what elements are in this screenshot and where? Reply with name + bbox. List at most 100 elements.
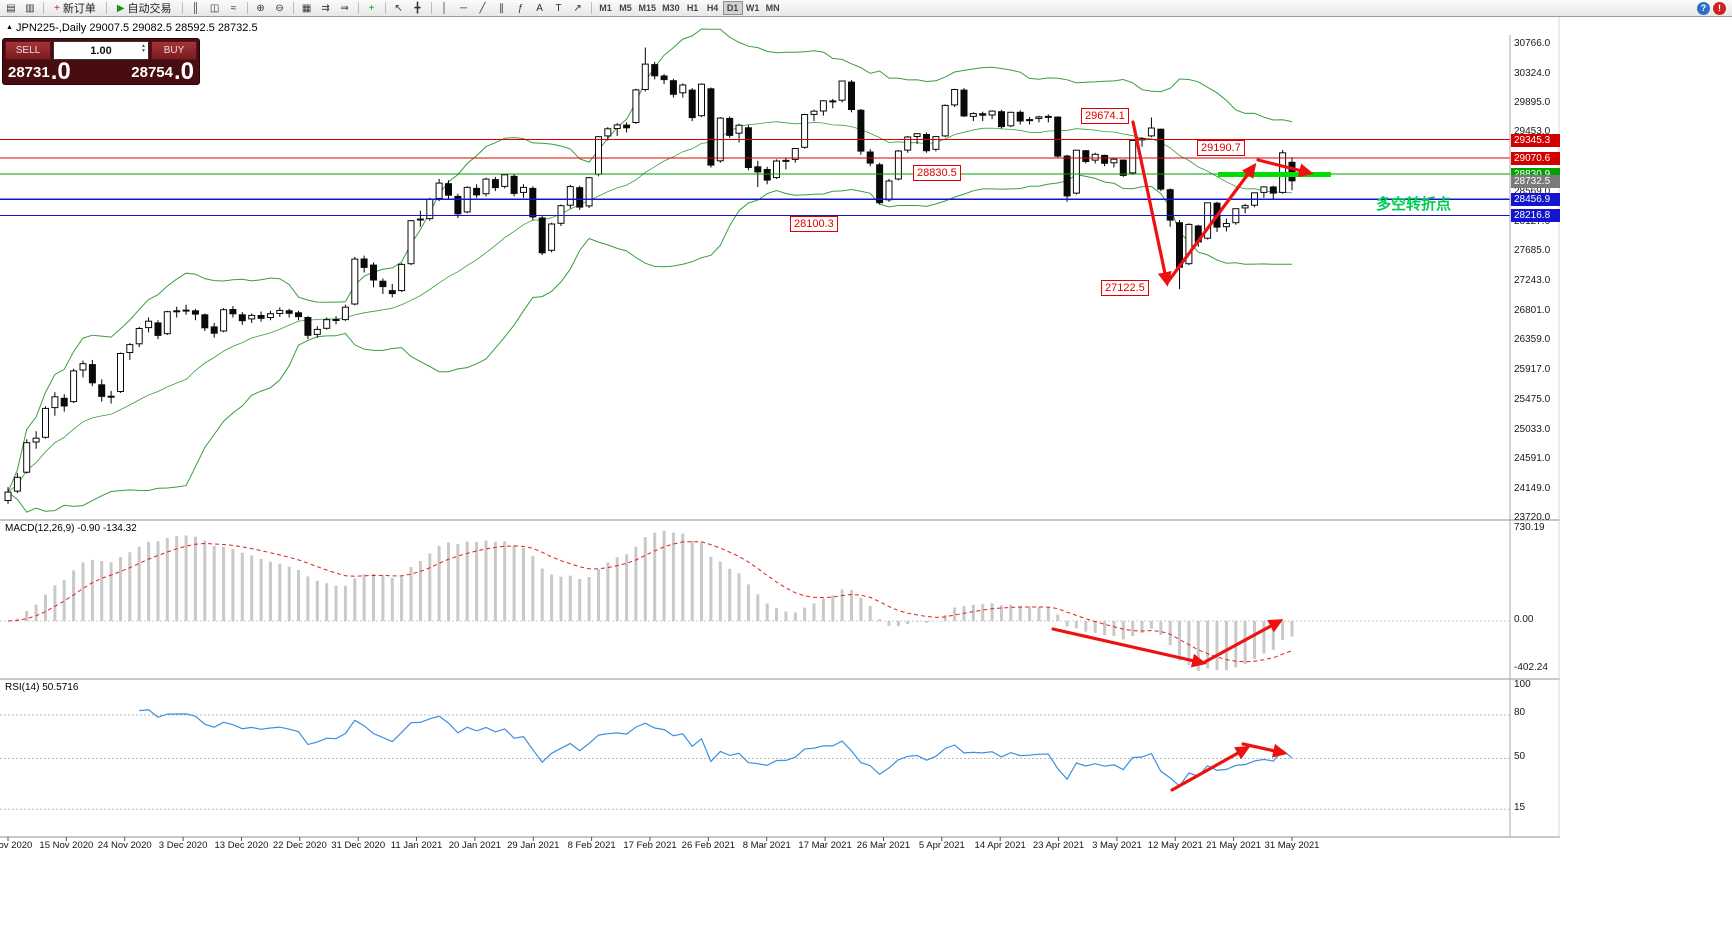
macd-signal-line	[7, 541, 1293, 663]
price-axis-tick: 28569.0	[1514, 186, 1551, 197]
sell-button[interactable]: SELL	[5, 41, 51, 60]
text-label-button[interactable]: T	[550, 1, 568, 16]
cursor-icon: ↖	[394, 2, 403, 14]
profiles-button[interactable]: ▥	[21, 1, 39, 16]
help-button[interactable]: ?	[1697, 1, 1710, 15]
toolbar-separator	[590, 2, 592, 14]
chart-shift-button[interactable]: ⇒	[336, 1, 354, 16]
date-axis-label: 3 Dec 2020	[158, 840, 208, 851]
indicators-button[interactable]: +	[363, 1, 381, 16]
rsi-axis-label: 80	[1514, 707, 1526, 718]
date-axis-label: 17 Feb 2021	[623, 840, 677, 851]
price-axis-badge: 28456.9	[1511, 193, 1560, 206]
text-button[interactable]: A	[531, 1, 549, 16]
line-chart-icon: ≈	[230, 2, 237, 14]
price-callout[interactable]: 27122.5	[1101, 280, 1149, 296]
price-axis-tick: 25033.0	[1514, 424, 1551, 435]
indicators-icon: +	[368, 2, 375, 14]
auto-scroll-button[interactable]: ⇉	[317, 1, 335, 16]
timeframe-w1-button[interactable]: W1	[743, 1, 763, 15]
timeframe-d1-button[interactable]: D1	[722, 1, 743, 15]
notifications-button[interactable]: !	[1713, 1, 1726, 15]
timeframe-m1-button[interactable]: M1	[596, 1, 616, 15]
chart-canvas[interactable]	[0, 17, 1732, 940]
auto-trading-button[interactable]: ▶ 自动交易	[111, 1, 178, 16]
timeframe-m30-button[interactable]: M30	[659, 1, 683, 15]
bollinger-upper	[7, 28, 1293, 493]
date-axis-label: 5 Nov 2020	[0, 840, 33, 851]
tile-windows-button[interactable]: ▦	[298, 1, 316, 16]
date-axis-label: 17 Mar 2021	[798, 840, 852, 851]
chart-title-marker: ▲	[6, 24, 13, 31]
fibonacci-button[interactable]: ƒ	[512, 1, 530, 16]
price-axis-tick: 30324.0	[1514, 68, 1551, 79]
zoom-in-button[interactable]: ⊕	[252, 1, 270, 16]
price-axis-tick: 24591.0	[1514, 453, 1551, 464]
price-callout[interactable]: 29190.7	[1197, 140, 1245, 156]
timeframe-mn-button[interactable]: MN	[763, 1, 783, 15]
macd-axis-label: 730.19	[1514, 522, 1545, 533]
crosshair-icon: ╋	[414, 2, 421, 14]
price-callout[interactable]: 28830.5	[913, 165, 961, 181]
auto-scroll-icon: ⇉	[321, 2, 330, 14]
date-axis-label: 8 Mar 2021	[742, 840, 791, 851]
timeframe-h4-button[interactable]: H4	[703, 1, 723, 15]
price-axis-badge: 28732.5	[1511, 175, 1560, 188]
chart-shift-icon: ⇒	[340, 2, 349, 14]
toolbar-separator	[43, 2, 44, 14]
price-axis-tick: 29895.0	[1514, 97, 1551, 108]
date-axis-label: 20 Jan 2021	[448, 840, 502, 851]
date-axis-label: 22 Dec 2020	[272, 840, 327, 851]
zoom-in-icon: ⊕	[256, 2, 265, 14]
equidistant-channel-button[interactable]: ∥	[493, 1, 511, 16]
volume-spinner[interactable]: ▲ ▼	[141, 43, 146, 54]
new-order-button[interactable]: + 新订单	[48, 1, 102, 16]
price-callout[interactable]: 28100.3	[790, 216, 838, 232]
auto-trading-icon: ▶	[116, 2, 125, 14]
price-axis-tick: 25475.0	[1514, 394, 1551, 405]
timeframe-m15-button[interactable]: M15	[636, 1, 660, 15]
chart-window: ▲ JPN225-,Daily 29007.5 29082.5 28592.5 …	[0, 17, 1732, 940]
one-click-trading-panel: SELL 1.00 ▲ ▼ BUY 28731.0 28754.0	[2, 38, 200, 85]
macd-axis-label: 0.00	[1514, 614, 1534, 625]
tile-windows-icon: ▦	[301, 2, 312, 14]
date-axis-label: 31 Dec 2020	[331, 840, 386, 851]
toolbar-separator	[105, 2, 107, 14]
candlestick-chart-button[interactable]: ◫	[206, 1, 224, 16]
buy-button[interactable]: BUY	[151, 41, 197, 60]
rsi-axis-label: 50	[1514, 751, 1526, 762]
new-chart-button[interactable]: ▤	[2, 1, 20, 16]
vertical-line-button[interactable]: │	[436, 1, 454, 16]
toolbar-separator	[292, 2, 294, 14]
date-axis-label: 24 Nov 2020	[97, 840, 152, 851]
bar-chart-button[interactable]: ║	[187, 1, 205, 16]
price-axis-tick: 26801.0	[1514, 305, 1551, 316]
date-axis-label: 26 Feb 2021	[681, 840, 736, 851]
text-icon: A	[536, 2, 543, 14]
trend-arrows[interactable]	[1051, 120, 1314, 792]
price-axis-badge: 29070.6	[1511, 152, 1560, 165]
toolbar-separator	[357, 2, 359, 14]
cursor-button[interactable]: ↖	[390, 1, 408, 16]
line-chart-button[interactable]: ≈	[225, 1, 243, 16]
horizontal-line-button[interactable]: ─	[455, 1, 473, 16]
rsi-axis-label: 15	[1514, 802, 1526, 813]
price-callout[interactable]: 29674.1	[1081, 108, 1129, 124]
fibonacci-icon: ƒ	[517, 2, 524, 14]
rsi-label: RSI(14) 50.5716	[5, 682, 79, 693]
timeframe-m5-button[interactable]: M5	[616, 1, 636, 15]
price-axis-tick: 29453.0	[1514, 126, 1551, 137]
price-axis-badge: 29345.3	[1511, 134, 1560, 147]
price-axis-tick: 23720.0	[1514, 512, 1551, 523]
arrows-tool-icon: ↗	[573, 2, 582, 14]
support-highlight-bar[interactable]	[1218, 172, 1331, 177]
date-axis-label: 5 Apr 2021	[918, 840, 965, 851]
toolbar-separator	[181, 2, 183, 14]
zoom-out-button[interactable]: ⊖	[271, 1, 289, 16]
trendline-icon: ╱	[479, 2, 486, 14]
timeframe-h1-button[interactable]: H1	[683, 1, 703, 15]
trendline-button[interactable]: ╱	[474, 1, 492, 16]
arrows-tool-button[interactable]: ↗	[569, 1, 587, 16]
crosshair-button[interactable]: ╋	[409, 1, 427, 16]
volume-input[interactable]: 1.00 ▲ ▼	[53, 41, 149, 60]
